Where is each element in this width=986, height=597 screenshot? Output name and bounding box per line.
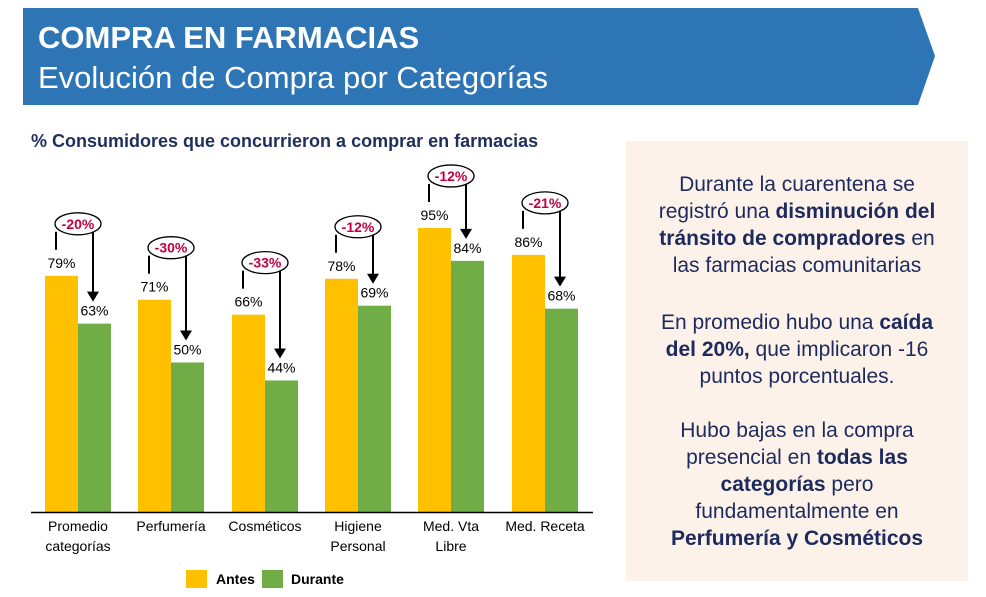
bar-antes <box>232 314 265 512</box>
arrow-down-icon <box>367 273 379 284</box>
change-callout-label: -20% <box>62 216 95 232</box>
bar-antes <box>512 254 545 513</box>
bar-durante <box>358 305 391 512</box>
change-callout-bubble <box>334 215 382 239</box>
summary-text: presencial en <box>686 446 817 469</box>
change-callout-label: -12% <box>342 219 375 235</box>
summary-paragraph-categories: Hubo bajas en la compra presencial en to… <box>626 417 968 552</box>
data-label-durante: 44% <box>267 359 295 375</box>
arrow-down-icon <box>274 348 286 359</box>
bar-durante <box>78 323 111 512</box>
bar-durante <box>545 308 578 512</box>
data-label-durante: 50% <box>173 342 201 358</box>
data-label-antes: 86% <box>514 234 542 250</box>
summary-text: puntos porcentuales. <box>699 365 895 388</box>
page-title: COMPRA EN FARMACIAS <box>38 20 420 55</box>
change-callout-bubble <box>147 236 195 260</box>
chart-title: % Consumidores que concurrieron a compra… <box>31 131 539 151</box>
data-label-antes: 95% <box>420 207 448 223</box>
x-tick-label: Libre <box>435 538 466 554</box>
x-tick-label: Med. Receta <box>505 518 585 534</box>
bar-durante <box>451 260 484 512</box>
bar-durante <box>171 362 204 512</box>
change-callout-bubble <box>54 212 102 236</box>
summary-text: En promedio hubo una <box>660 311 880 334</box>
summary-highlight: tránsito de compradores <box>659 227 906 250</box>
bar-antes <box>138 299 171 512</box>
data-label-antes: 79% <box>47 255 75 271</box>
change-callout-bubble <box>241 251 289 275</box>
banner-arrow-shape <box>23 8 935 105</box>
data-label-durante: 68% <box>547 288 575 304</box>
x-tick-label: Promedio <box>48 518 108 534</box>
arrow-down-icon <box>554 276 566 287</box>
arrow-down-icon <box>460 228 472 239</box>
legend-swatch-antes <box>186 570 207 588</box>
summary-text: Durante la cuarentena se <box>679 173 915 196</box>
x-tick-label: Higiene <box>334 518 382 534</box>
data-label-durante: 69% <box>360 285 388 301</box>
legend-swatch-durante <box>262 570 283 588</box>
summary-paragraph-transit: Durante la cuarentena se registró una di… <box>626 171 968 279</box>
summary-highlight: Perfumería y Cosméticos <box>670 527 924 550</box>
summary-text: que implicaron -16 <box>749 338 929 361</box>
summary-paragraph-average: En promedio hubo una caída del 20%, que … <box>626 309 968 390</box>
summary-text: registró una <box>658 200 776 223</box>
bar-durante <box>265 380 298 512</box>
legend-label-antes: Antes <box>216 571 255 587</box>
summary-text: Hubo bajas en la compra <box>680 419 914 442</box>
change-callout-label: -30% <box>155 240 188 256</box>
x-tick-label: Cosméticos <box>228 518 301 534</box>
summary-text: en <box>905 227 935 250</box>
summary-text: las farmacias comunitarias <box>672 254 922 277</box>
data-label-antes: 78% <box>327 258 355 274</box>
arrow-down-icon <box>87 291 99 302</box>
data-label-durante: 63% <box>80 303 108 319</box>
summary-panel: Durante la cuarentena se registró una di… <box>626 141 968 581</box>
x-tick-label: Perfumería <box>136 518 205 534</box>
change-callout-label: -33% <box>249 255 282 271</box>
data-label-antes: 66% <box>234 294 262 310</box>
header-banner: COMPRA EN FARMACIAS Evolución de Compra … <box>23 8 935 105</box>
summary-highlight: todas las <box>816 446 908 469</box>
summary-highlight: categorías <box>720 473 826 496</box>
bar-antes <box>418 227 451 512</box>
change-callout-bubble <box>427 164 475 188</box>
data-label-durante: 84% <box>453 240 481 256</box>
summary-highlight: caída <box>879 311 934 334</box>
summary-highlight: del 20%, <box>665 338 750 361</box>
bar-antes <box>45 275 78 512</box>
x-tick-label: Med. Vta <box>423 518 479 534</box>
page-subtitle: Evolución de Compra por Categorías <box>38 60 549 95</box>
summary-highlight: disminución del <box>775 200 936 223</box>
change-callout-label: -21% <box>529 195 562 211</box>
change-callout-bubble <box>521 191 569 215</box>
summary-text: fundamentalmente en <box>695 500 899 523</box>
change-callout-label: -12% <box>435 168 468 184</box>
x-tick-label: Personal <box>330 538 385 554</box>
data-label-antes: 71% <box>140 279 168 295</box>
arrow-down-icon <box>180 330 192 341</box>
x-tick-label: categorías <box>45 538 110 554</box>
legend-label-durante: Durante <box>291 571 344 587</box>
summary-text: pero <box>825 473 874 496</box>
bar-antes <box>325 278 358 512</box>
